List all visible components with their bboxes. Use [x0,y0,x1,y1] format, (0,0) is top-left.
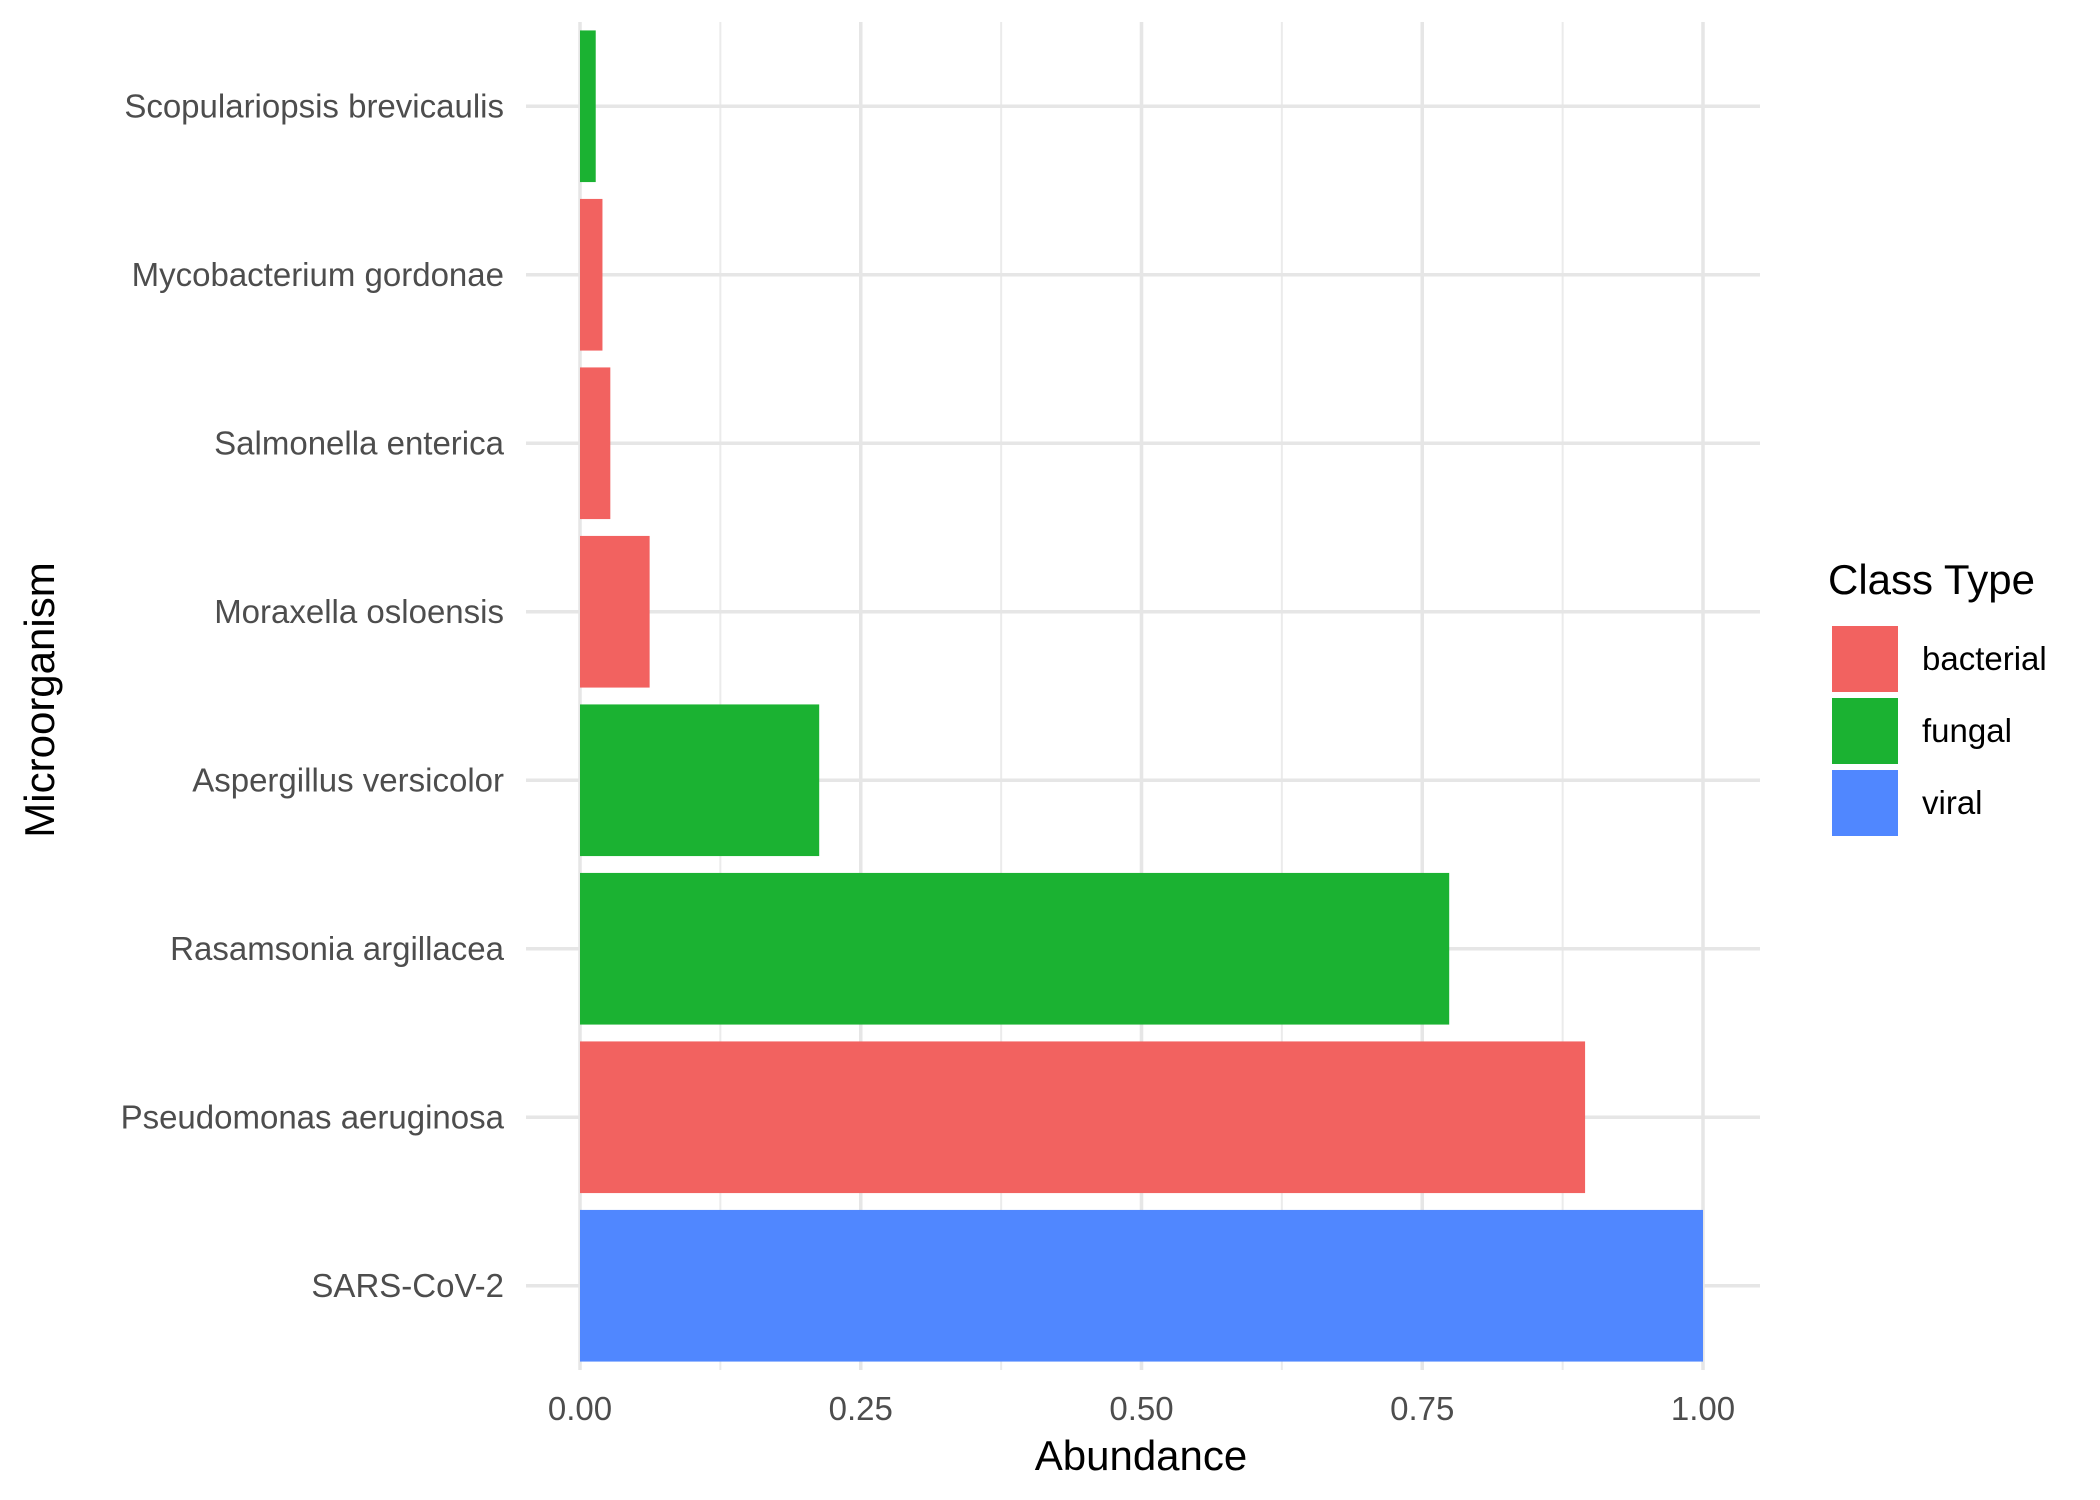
x-tick-label: 0.25 [829,1390,893,1427]
y-tick-label: Mycobacterium gordonae [132,256,504,293]
x-tick-label: 0.00 [548,1390,612,1427]
legend-key-bacterial [1832,626,1898,692]
x-axis-tick-labels: 0.00 0.25 0.50 0.75 1.00 [548,1390,1735,1427]
legend-label-bacterial: bacterial [1922,640,2047,677]
bar-rasamsonia-argillacea [580,872,1450,1025]
y-axis-title: Microorganism [16,562,63,837]
bar-mycobacterium-gordonae [580,198,603,351]
x-tick-label: 1.00 [1671,1390,1735,1427]
y-tick-label: Salmonella enterica [214,424,504,461]
x-axis-title: Abundance [1035,1432,1248,1479]
bar-salmonella-enterica [580,367,611,520]
y-tick-label: Rasamsonia argillacea [170,930,504,967]
bar-sars-cov-2 [580,1209,1703,1362]
y-tick-label: Moraxella osloensis [214,593,504,630]
legend-label-viral: viral [1922,784,1983,821]
bar-pseudomonas-aeruginosa [580,1041,1586,1194]
legend-key-viral [1832,770,1898,836]
y-axis-tick-labels: Scopulariopsis brevicaulis Mycobacterium … [121,87,505,1304]
y-tick-label: Aspergillus versicolor [192,761,504,798]
legend-title: Class Type [1828,556,2035,603]
y-tick-label: Pseudomonas aeruginosa [121,1098,505,1135]
bar-moraxella-osloensis [580,535,650,688]
bar-aspergillus-versicolor [580,704,820,857]
legend-entries: bacterial fungal viral [1832,626,2047,836]
x-tick-label: 0.75 [1390,1390,1454,1427]
legend-key-fungal [1832,698,1898,764]
bars-group [580,30,1703,1362]
y-tick-label: Scopulariopsis brevicaulis [124,87,504,124]
bar-scopulariopsis-brevicaulis [580,30,596,183]
legend: Class Type bacterial fungal viral [1828,556,2047,836]
x-tick-label: 0.50 [1109,1390,1173,1427]
y-tick-label: SARS-CoV-2 [311,1267,504,1304]
legend-label-fungal: fungal [1922,712,2012,749]
